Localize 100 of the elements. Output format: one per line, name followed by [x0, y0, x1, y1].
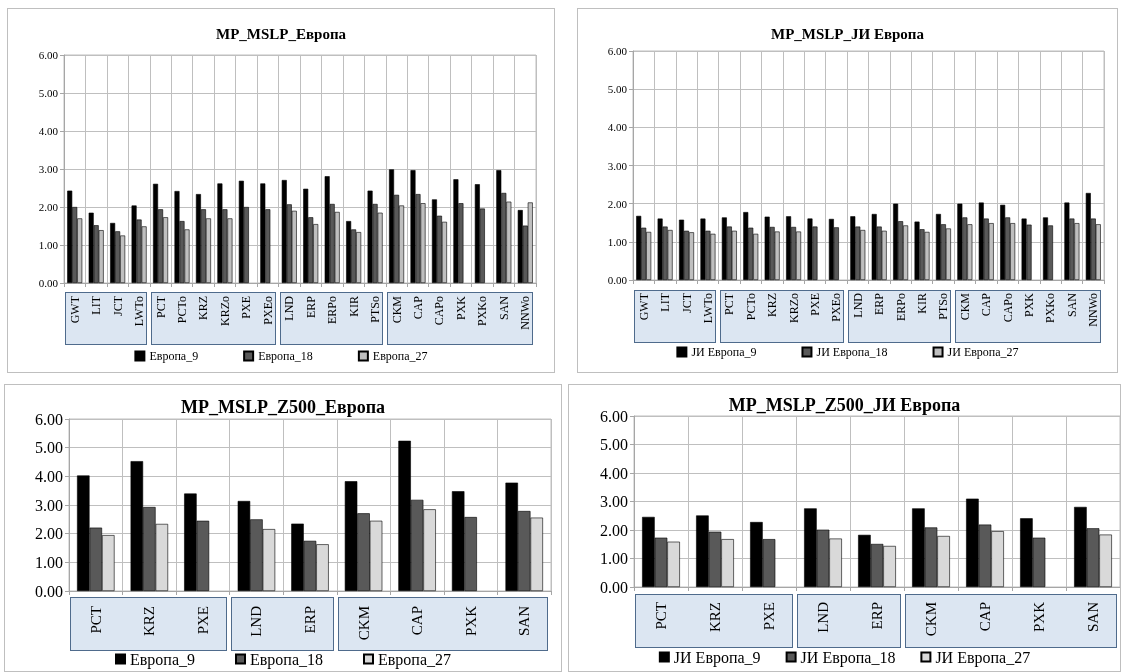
- x-tick-label: LND: [248, 605, 265, 637]
- x-tick-label: PCTo: [743, 293, 758, 321]
- legend-label: ЈИ Европа_27: [947, 345, 1019, 359]
- x-tick-label: KIR: [915, 293, 930, 314]
- x-tick-label: PXK: [1022, 292, 1037, 318]
- bar: [786, 216, 792, 280]
- y-tick-label: 6.00: [38, 49, 59, 61]
- y-tick-label: 3.00: [38, 163, 59, 175]
- x-tick-label: CKM: [355, 606, 372, 641]
- x-tick-label: CAP: [979, 292, 994, 317]
- x-tick-label: ERP: [872, 292, 887, 316]
- y-tick-label: 2.00: [607, 197, 628, 210]
- x-tick-label: LND: [850, 292, 865, 318]
- legend-label: ЈИ Европа_18: [800, 648, 896, 667]
- x-tick-label: PXE: [807, 293, 822, 316]
- x-tick-label: LIT: [658, 292, 673, 312]
- x-tick-label: PCT: [153, 295, 168, 319]
- x-tick-label: PXE: [761, 602, 777, 631]
- x-tick-label: PTSo: [936, 293, 951, 320]
- y-tick-label: 3.00: [600, 493, 628, 510]
- legend-label: Европа_9: [149, 349, 199, 363]
- chart-title: MP_MSLP_Z500_Европа: [180, 397, 386, 417]
- legend-label: Европа_18: [250, 650, 323, 669]
- x-tick-label: CKM: [957, 292, 972, 321]
- legend-label: Европа_9: [130, 650, 196, 669]
- x-tick-label: ERPo: [325, 296, 340, 325]
- x-tick-label: PXK: [462, 605, 479, 637]
- legend-label: ЈИ Европа_9: [673, 648, 761, 667]
- x-tick-label: PTSo: [368, 296, 383, 323]
- legend-label: Европа_27: [378, 650, 451, 669]
- y-tick-label: 1.00: [35, 553, 63, 571]
- x-tick-label: GWT: [636, 292, 651, 321]
- y-tick-label: 2.00: [600, 521, 628, 539]
- x-tick-label: PXE: [239, 296, 254, 319]
- bar: [679, 219, 685, 280]
- x-tick-label: PXEo: [260, 296, 275, 325]
- x-tick-label: PXE: [194, 606, 211, 635]
- x-tick-label: CAP: [409, 606, 426, 636]
- y-tick-label: 4.00: [600, 464, 628, 482]
- x-tick-label: PXKo: [475, 296, 490, 327]
- bar: [110, 222, 116, 283]
- bar: [153, 183, 159, 283]
- legend-label: ЈИ Европа_9: [691, 345, 757, 359]
- legend-label: ЈИ Европа_18: [816, 345, 888, 359]
- y-tick-label: 4.00: [35, 467, 63, 485]
- y-tick-label: 0.00: [38, 277, 59, 289]
- x-tick-label: ERP: [303, 295, 318, 319]
- x-tick-label: GWT: [67, 295, 82, 324]
- x-tick-label: CAPo: [432, 296, 447, 326]
- x-tick-label: PCT: [87, 606, 104, 634]
- chart-title: MP_MSLP_ЈИ Европа: [771, 25, 925, 42]
- y-tick-label: 5.00: [38, 87, 59, 99]
- x-tick-label: PXEo: [829, 293, 844, 322]
- x-tick-label: CAPo: [1000, 293, 1015, 323]
- y-tick-label: 1.00: [607, 235, 628, 248]
- x-tick-label: CKM: [389, 295, 404, 324]
- x-tick-label: SAN: [1085, 601, 1101, 633]
- x-tick-label: KRZ: [765, 293, 780, 317]
- y-tick-label: 0.00: [600, 578, 628, 596]
- legend-label: ЈИ Европа_27: [935, 648, 1031, 667]
- y-tick-label: 5.00: [600, 436, 628, 453]
- x-tick-label: LIT: [89, 295, 104, 315]
- y-tick-label: 4.00: [607, 121, 628, 134]
- x-tick-label: LND: [282, 295, 297, 321]
- y-tick-label: 0.00: [35, 582, 63, 600]
- x-tick-label: PCT: [653, 602, 669, 630]
- x-tick-label: KRZo: [786, 293, 801, 323]
- x-tick-label: ERP: [302, 606, 318, 634]
- x-tick-label: CAP: [977, 602, 993, 632]
- y-tick-label: 2.00: [35, 525, 63, 543]
- x-tick-label: NNWo: [518, 296, 533, 330]
- y-tick-label: 1.00: [600, 550, 628, 567]
- x-tick-label: JCT: [679, 292, 694, 314]
- x-tick-label: NNWo: [1086, 293, 1101, 327]
- y-tick-label: 4.00: [38, 125, 59, 137]
- y-tick-label: 5.00: [35, 439, 63, 457]
- bar: [517, 210, 523, 283]
- x-tick-label: JCT: [110, 295, 125, 317]
- x-tick-label: SAN: [1064, 292, 1079, 318]
- y-tick-label: 3.00: [35, 496, 63, 514]
- x-tick-label: PCT: [722, 292, 737, 316]
- x-tick-label: ERPo: [893, 293, 908, 322]
- x-tick-label: KRZo: [217, 296, 232, 326]
- x-tick-label: KIR: [346, 296, 361, 317]
- y-tick-label: 5.00: [607, 83, 628, 96]
- x-tick-label: PCTo: [175, 296, 189, 324]
- x-tick-label: KRZ: [141, 606, 158, 636]
- x-tick-label: SAN: [496, 295, 511, 321]
- y-tick-label: 3.00: [607, 159, 628, 172]
- y-tick-label: 6.00: [600, 407, 628, 425]
- x-tick-label: CAP: [411, 295, 425, 320]
- x-tick-label: PXK: [453, 295, 468, 321]
- y-tick-label: 0.00: [607, 274, 628, 286]
- x-tick-label: ERP: [869, 602, 885, 630]
- y-tick-label: 1.00: [38, 239, 59, 251]
- bar: [346, 221, 352, 283]
- y-tick-label: 2.00: [38, 201, 59, 213]
- legend-label: Европа_18: [258, 349, 313, 363]
- chart-title: MP_MSLP_Европа: [215, 25, 347, 42]
- chart-title: MP_MSLP_Z500_ЈИ Европа: [728, 395, 961, 415]
